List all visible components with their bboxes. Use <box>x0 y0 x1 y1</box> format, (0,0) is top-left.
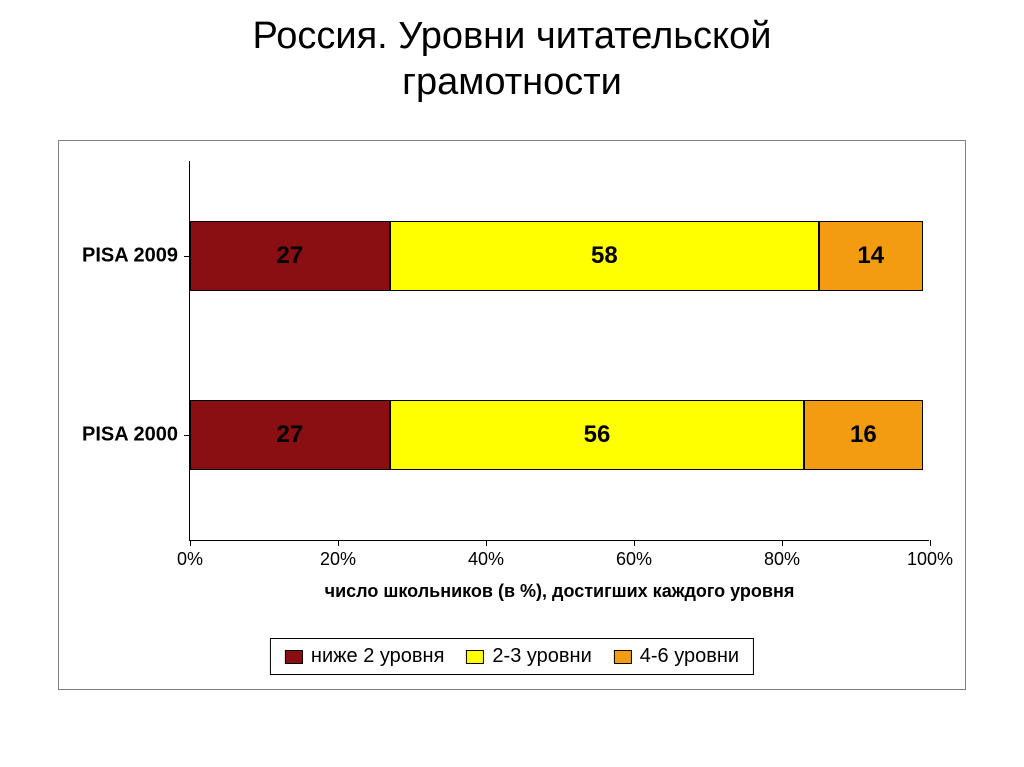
title-line-1: Россия. Уровни читательской <box>253 15 772 57</box>
legend-label: ниже 2 уровня <box>311 645 444 668</box>
legend-label: 2-3 уровни <box>492 645 591 668</box>
x-tick-label: 20% <box>320 549 356 570</box>
legend-item: ниже 2 уровня <box>285 645 444 668</box>
x-tick-label: 100% <box>907 549 953 570</box>
x-axis-title: число школьников (в %), достигших каждог… <box>190 581 929 602</box>
bar-row: 275814 <box>190 221 923 291</box>
x-tick <box>930 540 931 546</box>
bar-segment: 56 <box>390 400 804 470</box>
legend-label: 4-6 уровни <box>640 645 739 668</box>
category-label: PISA 2009 <box>82 245 178 268</box>
bar-segment: 27 <box>190 400 390 470</box>
bar-segment: 58 <box>390 221 819 291</box>
chart-container: число школьников (в %), достигших каждог… <box>58 140 966 690</box>
x-tick-label: 60% <box>616 549 652 570</box>
legend-item: 2-3 уровни <box>466 645 591 668</box>
x-tick-label: 0% <box>177 549 203 570</box>
legend: ниже 2 уровня 2-3 уровни 4-6 уровни <box>270 638 754 675</box>
category-label: PISA 2000 <box>82 423 178 446</box>
legend-swatch <box>285 650 303 664</box>
bar-segment: 27 <box>190 221 390 291</box>
bar-segment: 16 <box>804 400 922 470</box>
x-tick <box>634 540 635 546</box>
title-line-2: грамотности <box>402 61 622 103</box>
bar-segment: 14 <box>819 221 923 291</box>
x-tick <box>782 540 783 546</box>
bar-row: 275616 <box>190 400 923 470</box>
legend-swatch <box>466 650 484 664</box>
x-tick <box>338 540 339 546</box>
legend-item: 4-6 уровни <box>614 645 739 668</box>
x-tick-label: 80% <box>764 549 800 570</box>
legend-swatch <box>614 650 632 664</box>
x-tick-label: 40% <box>468 549 504 570</box>
plot-area: число школьников (в %), достигших каждог… <box>189 161 929 541</box>
page-title: Россия. Уровни читательской грамотности <box>0 0 1024 105</box>
page: Россия. Уровни читательской грамотности … <box>0 0 1024 767</box>
x-tick <box>190 540 191 546</box>
x-tick <box>486 540 487 546</box>
